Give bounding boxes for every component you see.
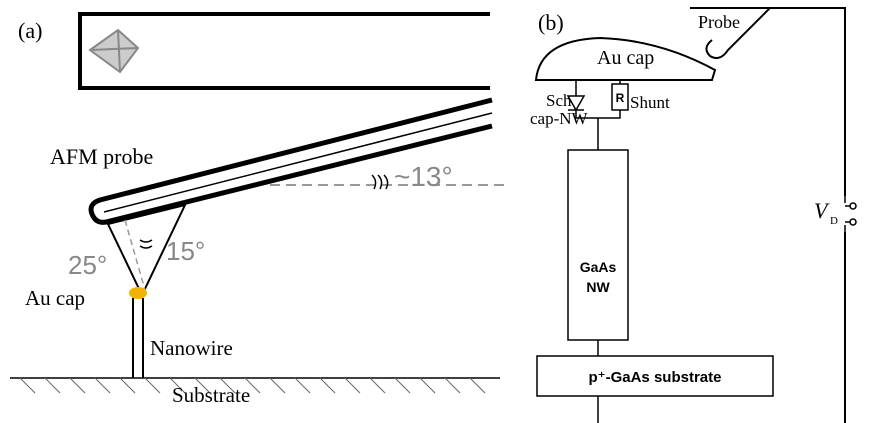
nanowire	[133, 298, 143, 378]
probe-label: AFM probe	[50, 144, 153, 169]
substrate-label: Substrate	[172, 383, 250, 407]
holder	[80, 14, 490, 88]
panel-label: (b)	[538, 10, 564, 35]
terminal	[850, 203, 856, 209]
interface-label: cap-NW	[530, 109, 589, 128]
voltage-subscript: D	[830, 215, 838, 227]
wire-label: Nanowire	[150, 336, 233, 360]
shunt-label: Shunt	[630, 93, 670, 112]
panel-label: (a)	[18, 18, 42, 43]
probe-label: Probe	[698, 12, 740, 32]
tilt-angle: ~13°	[394, 161, 453, 192]
nanowire	[568, 150, 628, 340]
right-angle: 15°	[166, 236, 205, 266]
substrate-label: p⁺-GaAs substrate	[589, 369, 722, 386]
au-cap	[129, 287, 147, 299]
angle-arc	[372, 175, 388, 189]
nanowire-label: NW	[586, 279, 610, 295]
cap-label: Au cap	[25, 286, 85, 310]
panel-a: (a) ~13° 25° 15° AFM probe Au cap Nanowi…	[10, 14, 510, 407]
figure: (a) ~13° 25° 15° AFM probe Au cap Nanowi…	[0, 0, 869, 423]
schottky-label: Sch	[546, 91, 572, 110]
cap-label: Au cap	[597, 47, 654, 69]
nanowire-label: GaAs	[580, 259, 617, 275]
resistor-symbol: R	[616, 91, 625, 105]
voltage-symbol: V	[814, 198, 830, 223]
ground-hatch	[20, 378, 485, 393]
panel-b: (b) Probe Au cap R Sch cap-NW Shunt GaAs…	[530, 8, 869, 423]
pyramid-icon	[90, 30, 138, 72]
left-angle: 25°	[68, 250, 107, 280]
terminal	[850, 219, 856, 225]
